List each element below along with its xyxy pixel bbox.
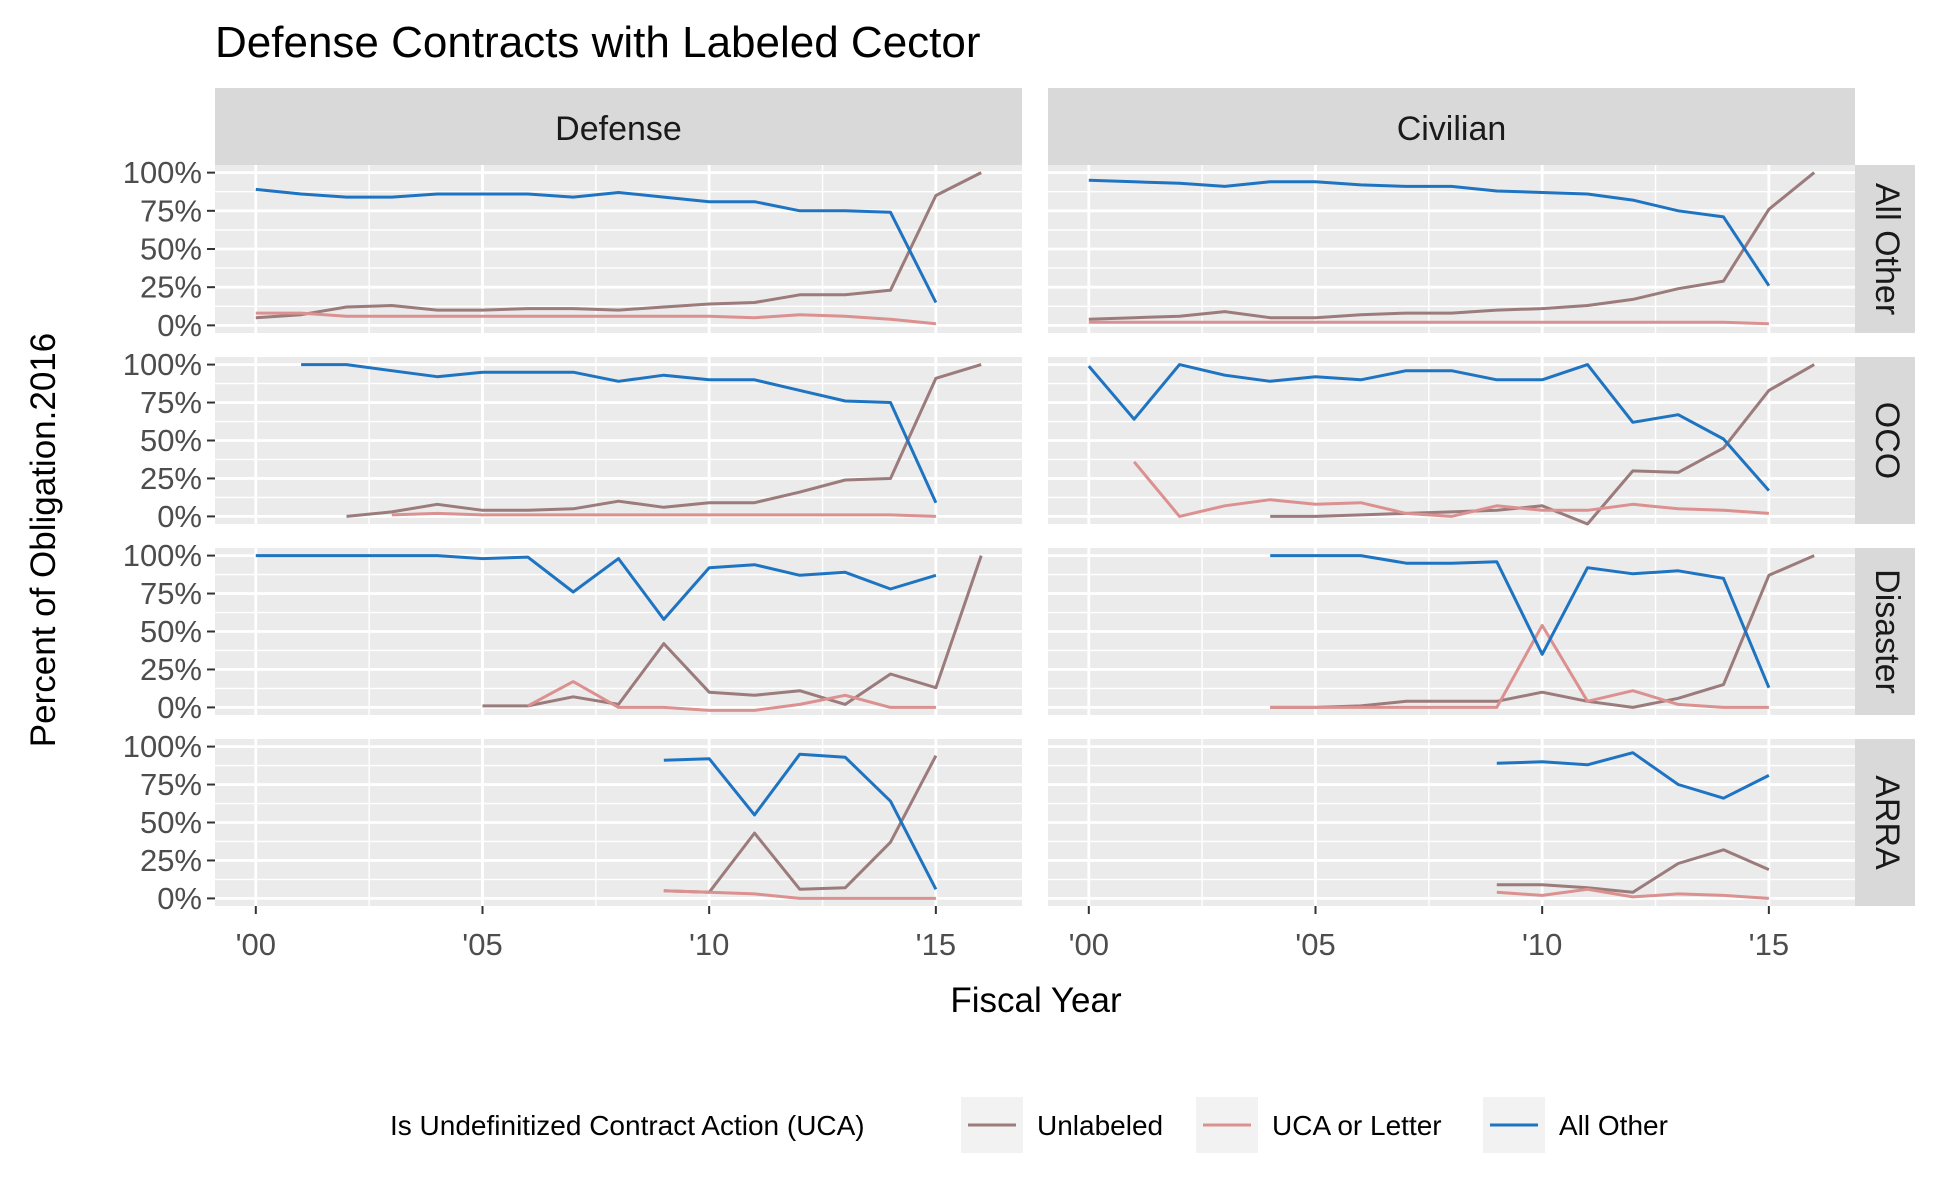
y-tick-label: 100% — [123, 538, 202, 573]
legend-title: Is Undefinitized Contract Action (UCA) — [390, 1110, 865, 1141]
strip-arra — [1855, 739, 1915, 906]
y-tick-label: 25% — [140, 652, 202, 687]
y-tick-label: 25% — [140, 843, 202, 878]
series-line-all-other — [1088, 178, 1771, 287]
legend-item-unlabeled: Unlabeled — [961, 1097, 1163, 1153]
series-line-uca-or-letter — [1132, 460, 1770, 518]
y-tick-label: 75% — [140, 767, 202, 802]
x-tick-label: '05 — [462, 927, 502, 962]
series-line-all-other — [255, 187, 938, 304]
strip-label-defense: Defense — [555, 110, 682, 148]
series-line-uca-or-letter — [1088, 320, 1769, 326]
legend-label-unlabeled: Unlabeled — [1037, 1110, 1163, 1141]
facet-strips: Defense Civilian All Other OCO Disaster ARRA — [215, 88, 1915, 906]
series-line-unlabeled — [346, 363, 982, 518]
y-axis-title: Percent of Obligation.2016 — [24, 333, 63, 747]
y-tick-label: 0% — [157, 690, 202, 725]
legend-label-uca-or-letter: UCA or Letter — [1272, 1110, 1442, 1141]
y-tick-label: 50% — [140, 805, 202, 840]
series-line-unlabeled — [1270, 363, 1815, 526]
panel-civilian-arra — [1048, 739, 1855, 906]
x-tick-label: '00 — [236, 927, 276, 962]
legend-item-uca-or-letter: UCA or Letter — [1196, 1097, 1442, 1153]
strip-label-all-other: All Other — [1868, 183, 1906, 315]
series-line-all-other — [255, 554, 937, 621]
series-line-all-other — [663, 752, 938, 890]
y-tick-label: 75% — [140, 385, 202, 420]
series-line-uca-or-letter — [527, 680, 936, 712]
series-line-all-other — [1270, 554, 1771, 689]
x-tick-label: '00 — [1069, 927, 1109, 962]
y-tick-label: 100% — [123, 729, 202, 764]
series-line-all-other — [301, 363, 938, 504]
series-line-uca-or-letter — [255, 311, 937, 326]
strip-label-disaster: Disaster — [1868, 569, 1906, 694]
series-line-uca-or-letter — [391, 511, 936, 518]
panel-defense-oco — [215, 357, 1022, 524]
strip-all-other — [1855, 165, 1915, 333]
y-tick-label: 0% — [157, 881, 202, 916]
x-axes: '00 '05 '10 '15 '00 '05 '10 '15 — [236, 906, 1789, 962]
y-tick-label: 25% — [140, 270, 202, 305]
series-line-all-other — [1087, 363, 1771, 492]
strip-label-arra: ARRA — [1868, 775, 1906, 870]
x-tick-label: '10 — [689, 927, 729, 962]
strip-label-civilian: Civilian — [1397, 110, 1507, 148]
y-tick-label: 75% — [140, 576, 202, 611]
x-axis-title: Fiscal Year — [950, 981, 1122, 1020]
y-tick-label: 50% — [140, 614, 202, 649]
strip-label-oco: OCO — [1868, 402, 1906, 479]
y-tick-label: 25% — [140, 461, 202, 496]
series-line-unlabeled — [1088, 171, 1816, 321]
series-line-all-other — [1496, 751, 1770, 800]
series-line-unlabeled — [482, 555, 983, 708]
panel-civilian-all-other — [1048, 165, 1855, 333]
panel-civilian-disaster — [1048, 548, 1855, 715]
series-line-unlabeled — [255, 171, 982, 320]
strip-civilian — [1048, 88, 1855, 165]
y-tick-label: 50% — [140, 232, 202, 267]
y-tick-label: 50% — [140, 423, 202, 458]
strip-defense — [215, 88, 1022, 165]
x-tick-label: '15 — [916, 927, 956, 962]
panel-defense-all-other — [215, 165, 1022, 333]
chart-title: Defense Contracts with Labeled Cector — [215, 18, 981, 67]
x-tick-label: '15 — [1749, 927, 1789, 962]
legend-label-all-other: All Other — [1559, 1110, 1668, 1141]
y-axes: 0%25%50%75%100%0%25%50%75%100%0%25%50%75… — [123, 155, 215, 916]
panel-civilian-oco — [1048, 357, 1855, 526]
y-tick-label: 0% — [157, 499, 202, 534]
y-tick-label: 75% — [140, 193, 202, 228]
panel-defense-arra — [215, 739, 1022, 906]
legend: Is Undefinitized Contract Action (UCA) U… — [390, 1097, 1668, 1153]
legend-item-all-other: All Other — [1483, 1097, 1668, 1153]
x-tick-label: '10 — [1522, 927, 1562, 962]
panel-defense-disaster — [215, 548, 1022, 715]
strip-disaster — [1855, 548, 1915, 715]
y-tick-label: 0% — [157, 308, 202, 343]
series-line-uca-or-letter — [1270, 623, 1769, 709]
series-line-unlabeled — [1496, 848, 1770, 894]
facet-panels — [215, 165, 1855, 906]
series-line-uca-or-letter — [663, 889, 936, 900]
strip-oco — [1855, 357, 1915, 524]
y-tick-label: 100% — [123, 155, 202, 190]
x-tick-label: '05 — [1295, 927, 1335, 962]
y-tick-label: 100% — [123, 347, 202, 382]
series-line-uca-or-letter — [1496, 887, 1769, 900]
